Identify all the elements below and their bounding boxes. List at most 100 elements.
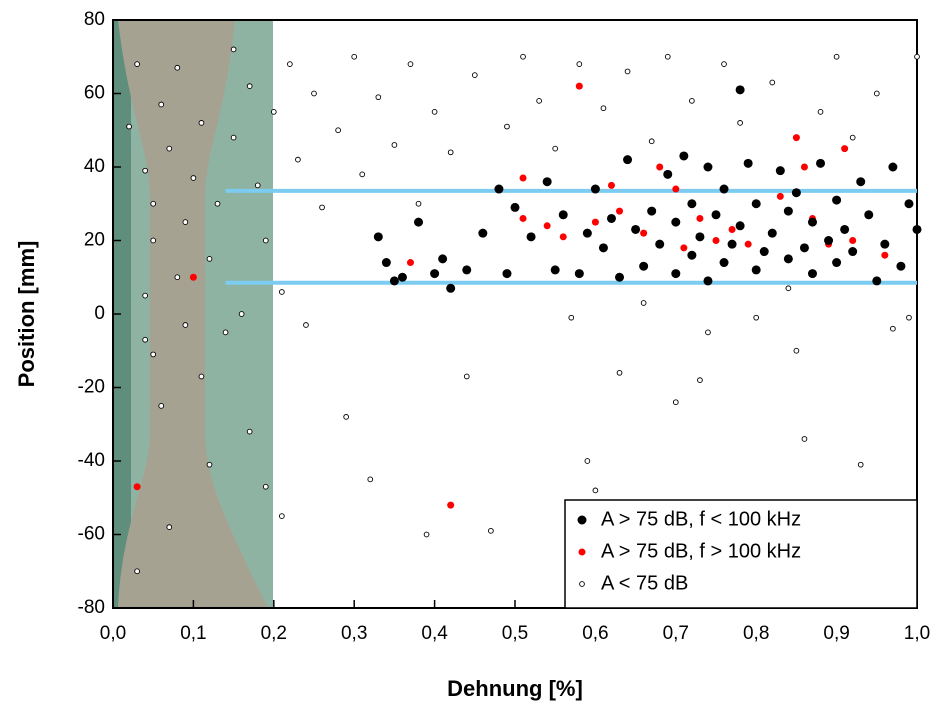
data-point <box>590 184 600 194</box>
data-point <box>133 483 141 491</box>
y-tick-label: -20 <box>78 377 105 398</box>
data-point <box>735 221 745 231</box>
data-point <box>783 206 793 216</box>
data-point <box>591 218 599 226</box>
data-point <box>816 158 826 168</box>
data-point <box>890 325 896 332</box>
data-point <box>807 217 817 227</box>
data-point <box>246 428 253 435</box>
data-point <box>689 97 695 104</box>
data-point <box>158 101 165 108</box>
data-point <box>367 476 374 483</box>
data-point <box>142 167 149 174</box>
x-tick-label: 0,2 <box>261 623 287 644</box>
data-point <box>906 314 912 321</box>
data-point <box>703 162 713 172</box>
data-point <box>446 283 456 293</box>
legend-symbol <box>577 515 587 525</box>
data-point <box>198 373 205 380</box>
data-point <box>126 123 132 130</box>
legend-symbol <box>579 581 585 587</box>
data-point <box>849 237 857 244</box>
data-point <box>415 200 422 207</box>
data-point <box>510 202 520 212</box>
y-tick-label: 40 <box>84 156 105 177</box>
data-point <box>230 46 237 53</box>
x-tick-label: 1,0 <box>904 623 930 644</box>
data-point <box>520 53 526 60</box>
data-point <box>697 377 703 384</box>
data-point <box>663 169 673 179</box>
data-point <box>817 109 824 115</box>
data-point <box>743 158 753 168</box>
data-point <box>769 79 776 86</box>
x-tick-label: 0,9 <box>823 623 849 644</box>
data-point <box>447 149 454 156</box>
data-point <box>166 145 173 152</box>
data-point <box>397 272 407 282</box>
data-point <box>198 120 205 126</box>
data-point <box>671 269 681 279</box>
data-point <box>598 243 608 253</box>
data-point <box>807 269 817 279</box>
data-point <box>134 61 140 67</box>
data-point <box>438 254 448 264</box>
data-point <box>767 228 777 238</box>
data-point <box>166 524 173 531</box>
x-tick-label: 0,1 <box>180 623 206 644</box>
data-point <box>536 97 542 104</box>
data-point <box>856 177 866 187</box>
data-point <box>671 217 681 227</box>
data-point <box>721 61 727 67</box>
data-point <box>214 200 221 207</box>
data-point <box>840 224 850 234</box>
data-point <box>912 224 922 234</box>
data-point <box>559 233 567 241</box>
data-point <box>519 214 527 222</box>
data-point <box>134 568 140 575</box>
data-point <box>873 90 880 97</box>
legend-box <box>564 499 918 609</box>
data-point <box>785 285 792 292</box>
data-point <box>680 244 688 252</box>
data-point <box>759 247 769 257</box>
data-point <box>751 199 761 209</box>
data-point <box>849 134 856 141</box>
data-point <box>824 236 834 245</box>
y-tick-label: -40 <box>78 450 105 471</box>
data-point <box>206 256 213 262</box>
data-point <box>687 199 697 209</box>
data-point <box>864 210 874 220</box>
data-point <box>833 53 840 60</box>
data-point <box>373 232 383 242</box>
data-point <box>182 322 189 328</box>
legend-symbol <box>578 548 586 556</box>
data-point <box>246 83 253 90</box>
data-point <box>631 224 641 234</box>
data-point <box>407 61 414 67</box>
y-axis-title: Position [mm] <box>14 241 39 388</box>
data-point <box>687 250 697 260</box>
data-point <box>182 219 189 225</box>
x-tick-label: 0,0 <box>100 623 126 644</box>
data-point <box>664 53 671 60</box>
data-point <box>696 214 704 222</box>
data-point <box>703 276 713 286</box>
data-point <box>526 232 536 242</box>
data-point <box>735 85 745 95</box>
x-tick-label: 0,8 <box>743 623 769 644</box>
x-tick-label: 0,6 <box>582 623 608 644</box>
data-point <box>278 289 285 295</box>
data-point <box>150 237 157 244</box>
data-point <box>230 134 237 141</box>
data-point <box>270 109 277 115</box>
data-point <box>592 487 599 494</box>
data-point <box>502 269 512 279</box>
y-tick-label: 60 <box>84 83 105 104</box>
data-point <box>793 347 800 354</box>
data-point <box>278 513 285 519</box>
data-point <box>262 237 269 244</box>
data-point <box>792 134 800 142</box>
data-point <box>872 276 882 286</box>
data-point <box>582 228 592 238</box>
